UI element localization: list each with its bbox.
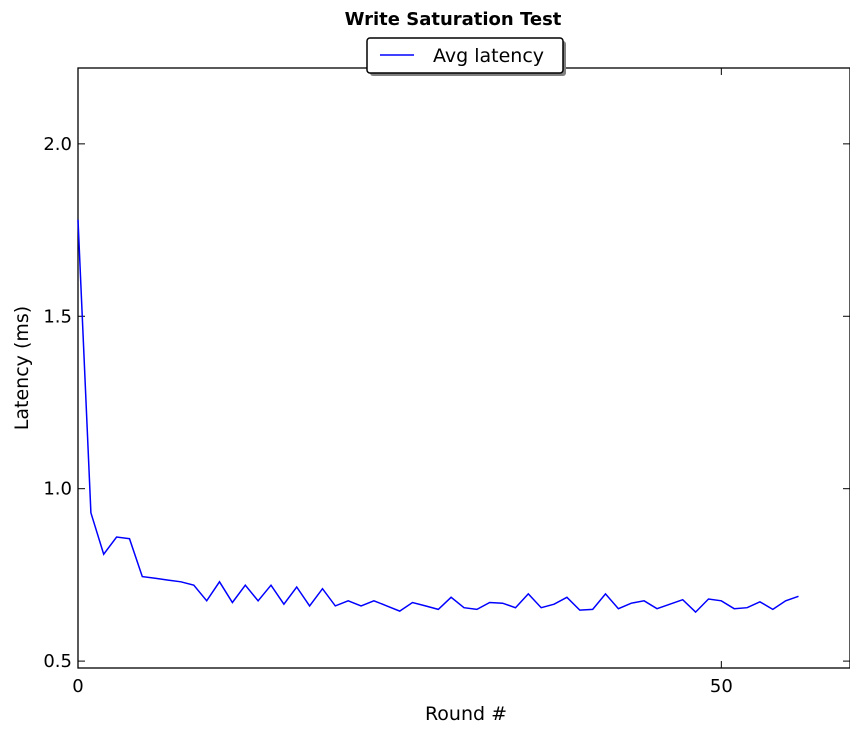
legend: Avg latency [366,37,566,76]
chart-title: Write Saturation Test [345,9,562,30]
x-tick-label: 50 [710,676,733,697]
x-tick-label: 0 [72,676,83,697]
y-tick-label: 1.0 [43,479,72,500]
series-layer [77,219,799,614]
x-axis-label: Round # [425,703,507,725]
series-line-avg-latency [77,219,799,614]
y-tick-label: 2.0 [43,134,72,155]
ticks: 0.5 1.0 1.5 2.0 0 50 [43,68,850,697]
y-tick-label: 0.5 [43,651,72,672]
legend-box [366,37,564,74]
legend-label: Avg latency [433,45,544,67]
plot-frame [77,67,850,669]
y-tick-label: 1.5 [43,306,72,327]
plot-area [77,67,850,669]
y-axis-label: Latency (ms) [11,306,33,430]
